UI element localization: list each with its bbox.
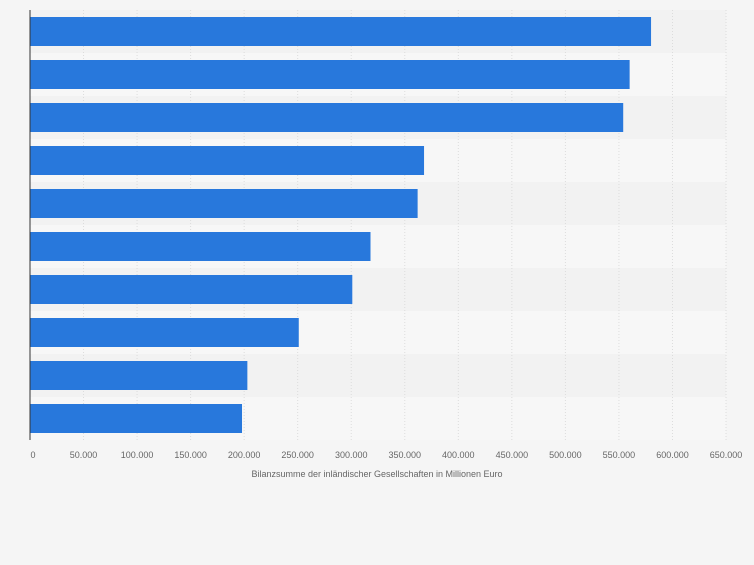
x-axis-ticks: 0 50.000 100.000 150.000 200.000 250.000 300.0… bbox=[30, 450, 742, 460]
x-tick-label: 550.000 bbox=[603, 450, 636, 460]
x-tick-label: 250.000 bbox=[281, 450, 314, 460]
bar-5[interactable] bbox=[30, 189, 418, 218]
x-axis-label: Bilanzsumme der inländischer Gesellschaf… bbox=[251, 469, 502, 479]
x-tick-label: 300.000 bbox=[335, 450, 368, 460]
bar-2[interactable] bbox=[30, 60, 630, 89]
x-tick-label: 0 bbox=[30, 450, 35, 460]
bar-4[interactable] bbox=[30, 146, 425, 175]
x-tick-label: 350.000 bbox=[388, 450, 421, 460]
x-tick-label: 450.000 bbox=[496, 450, 529, 460]
x-tick-label: 650.000 bbox=[710, 450, 743, 460]
bar-9[interactable] bbox=[30, 361, 248, 390]
bar-1[interactable] bbox=[30, 17, 652, 46]
x-tick-label: 400.000 bbox=[442, 450, 475, 460]
bar-8[interactable] bbox=[30, 318, 299, 347]
x-tick-label: 100.000 bbox=[121, 450, 154, 460]
x-tick-label: 50.000 bbox=[70, 450, 98, 460]
x-tick-label: 200.000 bbox=[228, 450, 261, 460]
bars bbox=[30, 17, 652, 433]
x-tick-label: 600.000 bbox=[656, 450, 689, 460]
bar-10[interactable] bbox=[30, 404, 243, 433]
x-tick-label: 150.000 bbox=[174, 450, 207, 460]
bar-7[interactable] bbox=[30, 275, 353, 304]
x-tick-label: 500.000 bbox=[549, 450, 582, 460]
bar-6[interactable] bbox=[30, 232, 371, 261]
bar-3[interactable] bbox=[30, 103, 624, 132]
